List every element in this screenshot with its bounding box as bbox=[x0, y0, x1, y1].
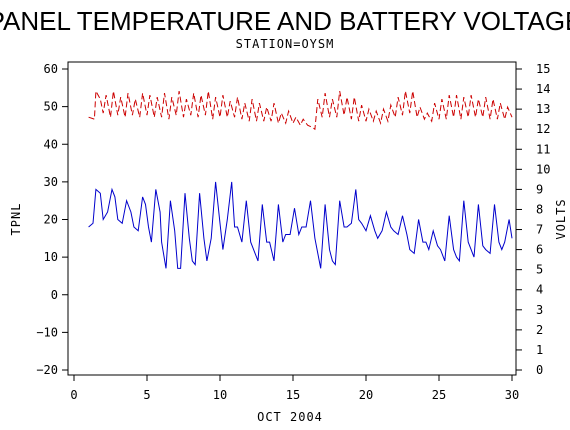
left-y-tick-label: 50 bbox=[44, 100, 58, 114]
right-y-tick-label: 15 bbox=[536, 62, 550, 76]
right-y-tick-label: 13 bbox=[536, 102, 550, 116]
series-layer bbox=[88, 89, 513, 269]
left-y-tick-label: 10 bbox=[44, 250, 58, 264]
right-y-tick-label: 3 bbox=[536, 303, 543, 317]
x-tick-label: 20 bbox=[359, 388, 373, 402]
right-y-tick-label: 2 bbox=[536, 323, 543, 337]
right-y-tick-label: 1 bbox=[536, 343, 543, 357]
chart-title: PANEL TEMPERATURE AND BATTERY VOLTAGE bbox=[0, 6, 570, 36]
x-axis: 0 5 10 15 20 25 30 bbox=[70, 375, 519, 402]
x-tick-label: 10 bbox=[213, 388, 227, 402]
x-tick-label: 5 bbox=[143, 388, 150, 402]
battery-voltage-line bbox=[88, 89, 513, 131]
left-y-tick-label: 0 bbox=[51, 288, 58, 302]
right-y-tick-label: 5 bbox=[536, 263, 543, 277]
x-tick-label: 30 bbox=[505, 388, 519, 402]
x-tick-label: 25 bbox=[432, 388, 446, 402]
right-y-tick-label: 4 bbox=[536, 283, 543, 297]
right-y-tick-label: 9 bbox=[536, 182, 543, 196]
right-y-tick-label: 0 bbox=[536, 363, 543, 377]
plot-frame bbox=[67, 61, 517, 376]
left-y-tick-label: 60 bbox=[44, 62, 58, 76]
left-y-tick-label: 40 bbox=[44, 137, 58, 151]
right-y-tick-label: 8 bbox=[536, 202, 543, 216]
left-y-tick-label: −20 bbox=[36, 363, 58, 377]
x-tick-label: 15 bbox=[286, 388, 300, 402]
x-tick-label: 0 bbox=[70, 388, 77, 402]
right-y-tick-label: 6 bbox=[536, 243, 543, 257]
left-y-axis: −20 −10 0 10 20 30 40 50 60 bbox=[36, 62, 68, 377]
right-y-axis-label: VOLTS bbox=[554, 198, 568, 239]
right-y-tick-label: 12 bbox=[536, 122, 550, 136]
right-y-tick-label: 7 bbox=[536, 223, 543, 237]
right-y-tick-label: 10 bbox=[536, 162, 550, 176]
right-y-tick-label: 14 bbox=[536, 82, 550, 96]
left-y-axis-label: TPNL bbox=[9, 203, 23, 236]
right-y-tick-label: 11 bbox=[536, 142, 550, 156]
left-y-tick-label: 20 bbox=[44, 213, 58, 227]
left-y-tick-label: −10 bbox=[36, 325, 58, 339]
chart-subtitle: STATION=OYSM bbox=[236, 37, 335, 51]
left-y-tick-label: 30 bbox=[44, 175, 58, 189]
panel-temperature-line bbox=[88, 181, 513, 269]
x-axis-label: OCT 2004 bbox=[257, 410, 323, 424]
